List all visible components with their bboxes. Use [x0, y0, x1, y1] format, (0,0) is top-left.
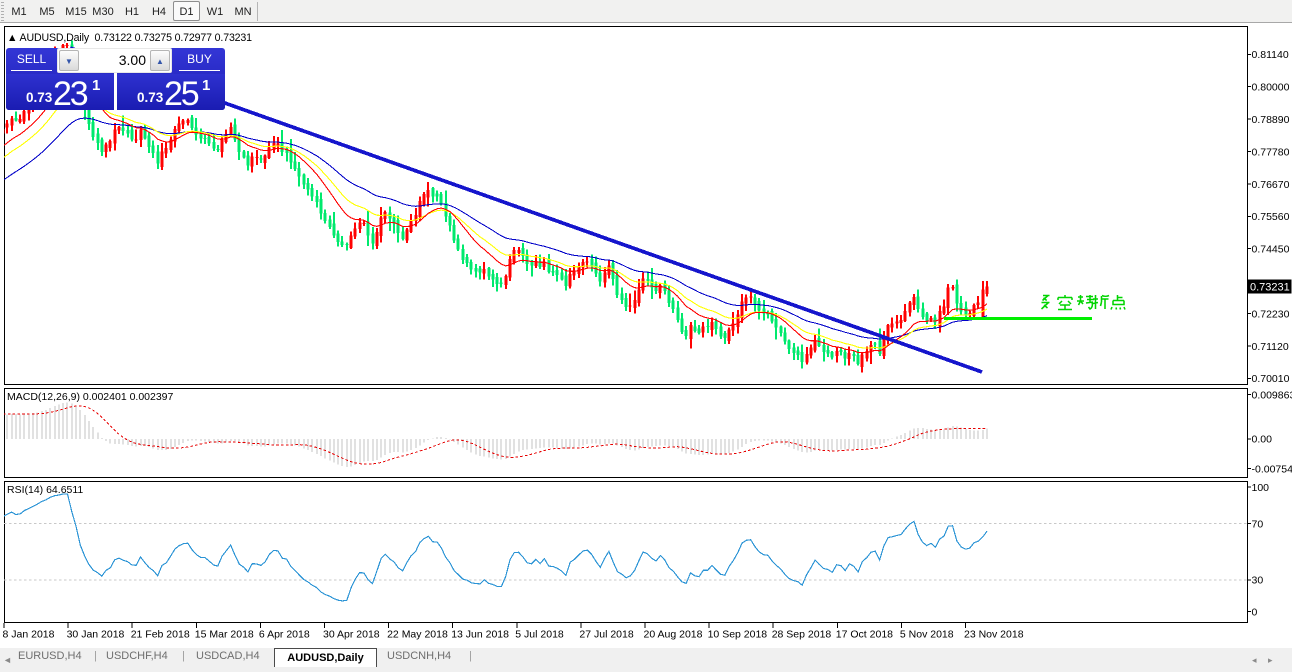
svg-text:0.80000: 0.80000 [1252, 82, 1290, 94]
svg-text:100: 100 [1252, 482, 1270, 494]
svg-text:10 Sep 2018: 10 Sep 2018 [708, 629, 768, 641]
svg-text:13 Jun 2018: 13 Jun 2018 [451, 629, 509, 641]
svg-text:21 Feb 2018: 21 Feb 2018 [131, 629, 190, 641]
svg-text:0.00: 0.00 [1252, 434, 1273, 446]
svg-text:5 Jul 2018: 5 Jul 2018 [515, 629, 564, 641]
svg-text:RSI(14) 64.6511: RSI(14) 64.6511 [7, 484, 83, 496]
svg-text:0.77780: 0.77780 [1252, 146, 1290, 158]
svg-text:70: 70 [1252, 519, 1264, 531]
svg-text:0.75560: 0.75560 [1252, 211, 1290, 223]
svg-text:0.72230: 0.72230 [1252, 308, 1290, 320]
svg-text:0: 0 [1252, 606, 1258, 618]
svg-text:17 Oct 2018: 17 Oct 2018 [836, 629, 893, 641]
svg-text:0.71120: 0.71120 [1252, 341, 1289, 353]
svg-text:0.81140: 0.81140 [1252, 49, 1289, 61]
svg-text:0.70010: 0.70010 [1252, 373, 1290, 385]
svg-text:0.78890: 0.78890 [1252, 114, 1290, 126]
svg-text:22 May 2018: 22 May 2018 [387, 629, 448, 641]
svg-text:6 Apr 2018: 6 Apr 2018 [259, 629, 310, 641]
svg-text:0.009863: 0.009863 [1252, 389, 1292, 401]
svg-text:28 Sep 2018: 28 Sep 2018 [772, 629, 832, 641]
svg-text:30 Apr 2018: 30 Apr 2018 [323, 629, 380, 641]
svg-text:0.74450: 0.74450 [1252, 244, 1290, 256]
svg-text:20 Aug 2018: 20 Aug 2018 [644, 629, 703, 641]
svg-text:27 Jul 2018: 27 Jul 2018 [579, 629, 633, 641]
svg-text:30 Jan 2018: 30 Jan 2018 [67, 629, 125, 641]
svg-text:0.76670: 0.76670 [1252, 179, 1290, 191]
svg-text:-0.007543: -0.007543 [1252, 463, 1292, 475]
svg-text:15 Mar 2018: 15 Mar 2018 [195, 629, 254, 641]
svg-text:0.73231: 0.73231 [1250, 282, 1290, 294]
svg-text:5 Nov 2018: 5 Nov 2018 [900, 629, 954, 641]
svg-text:8 Jan 2018: 8 Jan 2018 [3, 629, 55, 641]
svg-text:MACD(12,26,9) 0.002401 0.00239: MACD(12,26,9) 0.002401 0.002397 [7, 391, 174, 403]
svg-text:23 Nov 2018: 23 Nov 2018 [964, 629, 1024, 641]
svg-text:30: 30 [1252, 575, 1264, 587]
